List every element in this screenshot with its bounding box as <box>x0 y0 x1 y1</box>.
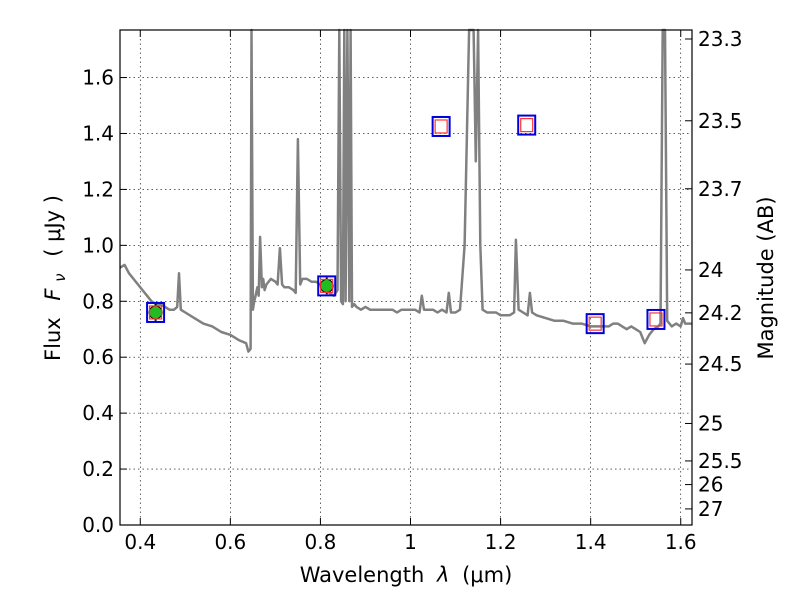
y2-tick-label: 23.3 <box>698 27 743 51</box>
model-box-inner <box>649 312 663 327</box>
y-tick-label: 0.4 <box>82 401 114 425</box>
model-box-outer <box>646 308 666 330</box>
x-axis-ticks: 0.4 0.6 0.8 1 1.2 1.4 1.6 <box>124 30 697 554</box>
y2-tick-label: 24.2 <box>698 301 743 325</box>
y2-tick-label: 23.5 <box>698 109 743 133</box>
spectrum-line <box>119 28 692 353</box>
model-box-inner <box>320 278 334 293</box>
model-box-outer <box>146 301 166 323</box>
y-tick-label: 1.4 <box>82 121 114 145</box>
y-axis-label-sub: ν <box>51 273 69 281</box>
model-box-inner <box>148 305 163 320</box>
y-tick-label: 0.0 <box>82 513 114 537</box>
x-tick-label: 1.2 <box>485 530 517 554</box>
y-axis-label-symbol: F <box>41 288 65 301</box>
y2-tick-label: 26 <box>698 473 723 497</box>
y-axis-label-prefix: Flux <box>41 317 65 361</box>
y2-tick-label: 25 <box>698 411 723 435</box>
detection-point <box>319 278 334 293</box>
model-box-inner <box>588 316 602 331</box>
x-axis-label: Wavelength λ (μm) <box>300 563 513 587</box>
model-box-outer <box>517 114 537 136</box>
y-axis-ticks: 0.0 0.2 0.4 0.6 0.8 1.0 1.2 1.4 1.6 <box>82 66 127 537</box>
detection-point <box>148 305 163 320</box>
model-box-outer <box>431 115 451 137</box>
photometry-markers <box>146 114 666 335</box>
y2-tick-label: 27 <box>698 497 723 521</box>
x-axis-label-symbol: λ <box>436 563 449 587</box>
y2-tick-label: 25.5 <box>698 449 743 473</box>
x-tick-label: 0.6 <box>214 530 246 554</box>
y-tick-label: 0.2 <box>82 457 114 481</box>
x-tick-label: 1.6 <box>665 530 697 554</box>
y-axis-label: Flux F ν ( μJy ) <box>41 195 70 361</box>
x-tick-label: 1 <box>404 530 417 554</box>
y2-tick-label: 24 <box>698 258 723 282</box>
model-box-outer <box>585 313 605 335</box>
grid <box>120 30 692 526</box>
spectrum <box>119 28 692 353</box>
y-tick-label: 1.6 <box>82 66 114 90</box>
y2-axis-label: Magnitude (AB) <box>754 196 778 359</box>
x-axis-label-prefix: Wavelength <box>300 563 425 587</box>
model-box-inner <box>520 117 534 133</box>
y-tick-label: 1.2 <box>82 177 114 201</box>
model-box-outer <box>317 275 337 297</box>
model-box-inner <box>434 119 448 134</box>
x-axis-label-unit: (μm) <box>462 563 512 587</box>
y-tick-label: 0.8 <box>82 289 114 313</box>
y2-tick-label: 24.5 <box>698 352 743 376</box>
plot-frame <box>119 29 693 526</box>
y-axis-label-unit: ( μJy ) <box>41 195 65 257</box>
y-tick-label: 0.6 <box>82 345 114 369</box>
x-tick-label: 1.4 <box>575 530 607 554</box>
y2-tick-label: 23.7 <box>698 177 743 201</box>
x-tick-label: 0.4 <box>124 530 156 554</box>
y-tick-label: 1.0 <box>82 233 114 257</box>
x-tick-label: 0.8 <box>305 530 337 554</box>
